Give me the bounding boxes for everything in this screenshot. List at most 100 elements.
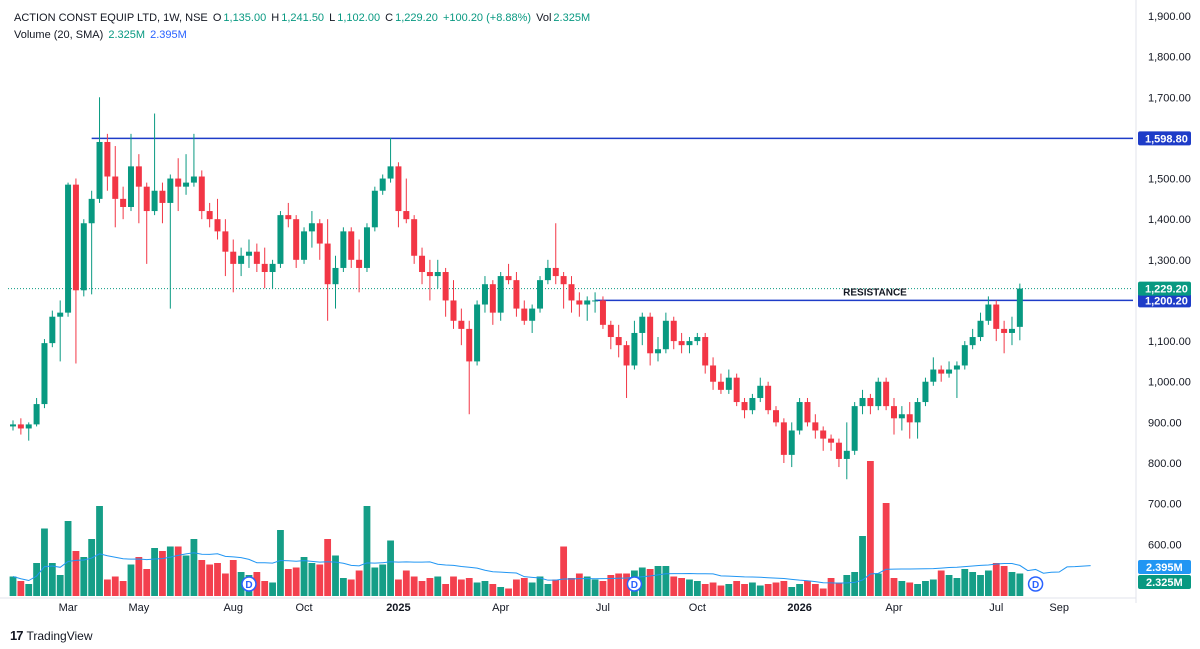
volume-bar [772, 582, 780, 596]
candle-body [450, 300, 457, 321]
volume-bar [214, 563, 221, 596]
volume-bar [749, 582, 756, 596]
candle-body [175, 178, 182, 187]
volume-bar [17, 581, 25, 596]
y-tick-label: 900.00 [1148, 417, 1182, 429]
candle-body [607, 324, 614, 338]
volume-bar [88, 539, 96, 596]
candle-body [749, 397, 756, 411]
candle-body [183, 182, 190, 187]
volume-sma-value: 2.395M [150, 29, 187, 41]
volume-legend: Volume (20, SMA) 2.325M 2.395M [14, 29, 189, 41]
x-tick-label: Jul [596, 602, 610, 614]
volume-bar [874, 573, 882, 596]
volume-bar [654, 566, 662, 596]
candle-body [639, 316, 646, 333]
volume-bar [9, 576, 17, 596]
candle-body [592, 300, 599, 302]
y-tick-label: 800.00 [1148, 458, 1182, 470]
candle-body [883, 381, 890, 407]
volume-bar [41, 528, 48, 596]
volume-bar [56, 575, 64, 596]
volume-bar [505, 588, 512, 596]
candle-body [804, 402, 811, 423]
x-tick-label: Jul [989, 602, 1003, 614]
candle-body [57, 312, 64, 317]
candle-body [820, 430, 827, 439]
volume-bar [937, 570, 945, 596]
price-label: 1,200.20 [1145, 295, 1188, 307]
volume-bar [984, 570, 992, 596]
volume-bar [686, 579, 693, 596]
volume-bar [638, 567, 646, 596]
y-tick-label: 700.00 [1148, 499, 1182, 511]
volume-bar [693, 581, 701, 596]
close-label: C [385, 12, 394, 24]
candle-body [411, 219, 418, 256]
price-label: 1,598.80 [1145, 133, 1188, 145]
dividend-marker-text: D [1032, 580, 1039, 591]
volume-bar [961, 569, 969, 596]
candle-body [395, 166, 402, 212]
volume-bar [662, 566, 670, 596]
volume-bar [332, 555, 339, 596]
volume-bars [9, 461, 1024, 596]
y-tick-label: 1,100.00 [1148, 336, 1191, 348]
volume-bar [111, 576, 119, 596]
candle-body [332, 267, 339, 285]
volume-bar [127, 564, 135, 596]
candle-body [426, 272, 433, 277]
candle-body [340, 231, 347, 268]
volume-bar [442, 584, 450, 596]
candle-body [615, 337, 622, 346]
volume-bar [866, 461, 874, 596]
volume-bar [426, 578, 434, 596]
candle-body [238, 255, 245, 264]
candle-body [977, 320, 984, 338]
candle-body [65, 184, 72, 313]
volume-sma-box [1138, 560, 1191, 574]
change-value: +100.20 (+8.88%) [442, 12, 532, 24]
volume-bar [237, 572, 245, 596]
volume-bar [851, 572, 859, 596]
volume-bar [1000, 566, 1008, 596]
volume-bar [159, 551, 166, 596]
volume-bar [371, 567, 379, 596]
vol-label: Vol [536, 12, 552, 24]
volume-bar [811, 584, 819, 596]
candle-body [348, 231, 355, 260]
tradingview-logo[interactable]: 17 TradingView [10, 628, 93, 643]
candles [10, 97, 1023, 480]
low-value: 1,102.00 [337, 12, 381, 24]
candle-body [214, 219, 221, 232]
candle-body [308, 223, 315, 232]
candle-body [835, 442, 842, 459]
candle-body [938, 369, 945, 374]
volume-bar [143, 569, 151, 596]
candle-body [458, 320, 465, 329]
volume-sma-line [12, 552, 1091, 584]
symbol-title: ACTION CONST EQUIP LTD, 1W, NSE [14, 12, 208, 24]
candle-body [222, 231, 229, 252]
candle-body [623, 345, 630, 366]
candle-body [159, 190, 166, 203]
candle-body [316, 223, 323, 244]
y-tick-label: 1,900.00 [1148, 11, 1191, 23]
candle-body [489, 284, 496, 313]
volume-bar [804, 581, 811, 596]
x-tick-label: Mar [59, 602, 78, 614]
candle-body [875, 381, 882, 407]
candle-body [198, 176, 205, 212]
volume-bar [190, 539, 198, 596]
volume-bar [339, 578, 347, 596]
volume-bar [151, 548, 158, 596]
candle-body [765, 385, 772, 411]
volume-bar [827, 578, 835, 596]
volume-bar [80, 557, 88, 596]
candle-body [828, 438, 835, 443]
volume-bar [387, 540, 394, 596]
resistance-label: RESISTANCE [843, 287, 907, 298]
candle-body [88, 198, 95, 224]
volume-bar [33, 563, 40, 596]
